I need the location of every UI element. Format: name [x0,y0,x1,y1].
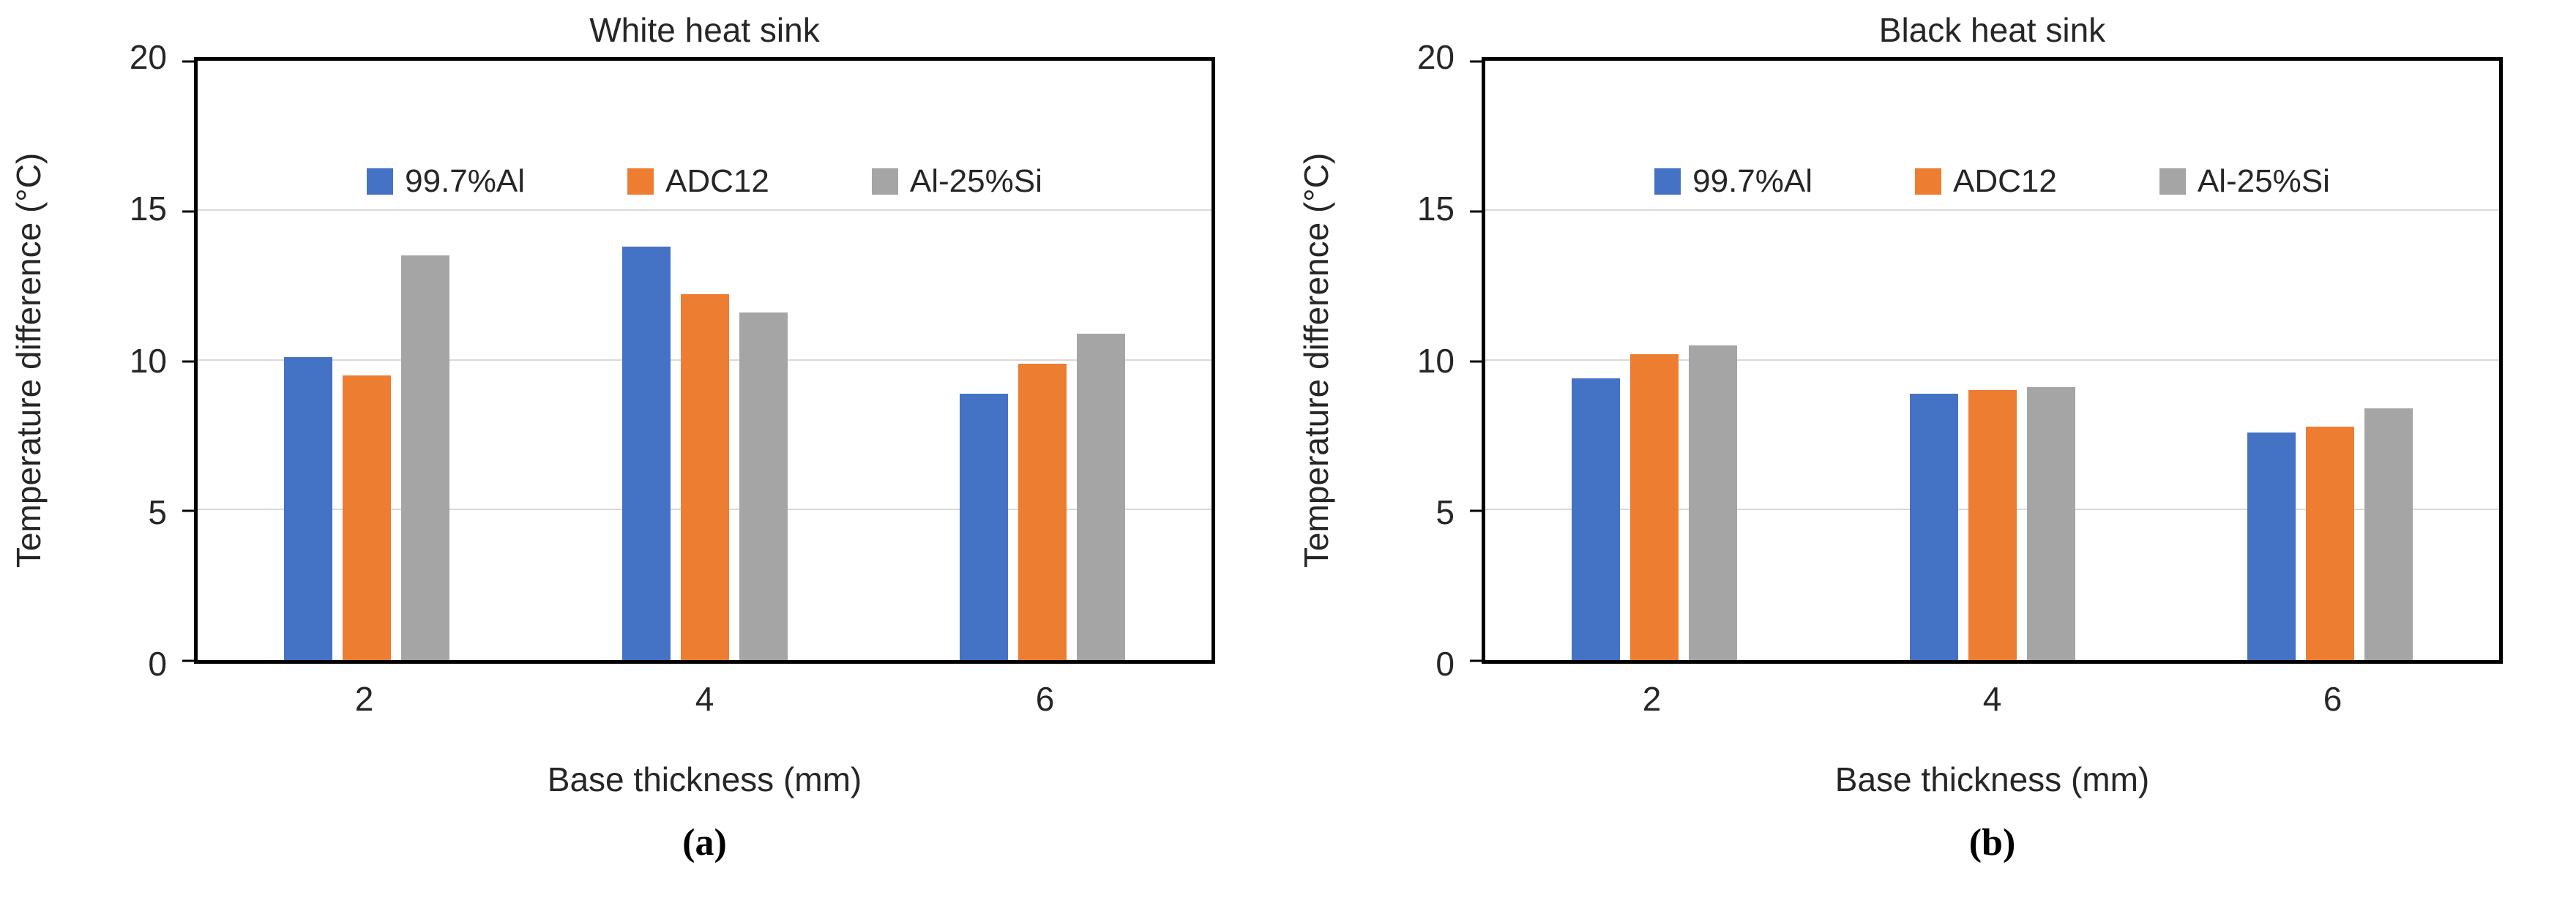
gridline [1485,359,2499,361]
subplot-label: (a) [682,822,727,864]
chart-panel-b: Black heat sink Temperature difference (… [1288,0,2575,906]
y-tickmark [182,60,194,63]
bar-99-7-al-6 [2247,432,2296,660]
chart-title: Black heat sink [1878,11,2106,49]
legend-item-adc12: ADC12 [627,163,769,200]
y-tickmark [182,360,194,362]
bar-99-7-al-4 [1909,393,1958,660]
bar-groups [1485,61,2499,660]
x-tick-label-6: 6 [2323,680,2342,718]
x-tick-label-2: 2 [1642,680,1662,718]
legend-label: ADC12 [1953,163,2057,199]
legend-swatch-al-25-si [871,168,898,195]
y-tick-label: 0 [1436,645,1455,683]
legend-swatch-al-25-si [2159,168,2186,195]
bar-al-25-si-6 [1077,333,1126,660]
x-tick-label-4: 4 [1982,680,2002,718]
legend-item-al-25-si: Al-25%Si [2159,163,2330,200]
legend: 99.7%Al ADC12 Al-25%Si [198,163,1212,200]
bar-al-25-si-4 [739,312,788,660]
y-tickmark [1470,659,1482,662]
y-tickmark [182,509,194,512]
legend-label: 99.7%Al [1692,163,1813,199]
x-tick-label-4: 4 [695,680,714,718]
legend-label: 99.7%Al [405,163,526,199]
bar-99-7-al-2 [283,357,332,660]
bar-groups [198,61,1212,660]
legend-swatch-99-7-al [367,168,394,195]
x-axis-title: Base thickness (mm) [547,760,862,798]
bar-al-25-si-2 [400,255,449,660]
y-tickmark [1470,210,1482,213]
bar-adc12-2 [1629,354,1679,660]
y-axis-title: Temperature difference (°C) [1297,152,1335,569]
legend-item-adc12: ADC12 [1915,163,2057,200]
y-tick-label: 10 [129,341,167,380]
chart-panel-a: White heat sink Temperature difference (… [10,11,1215,864]
y-tickmark [1470,60,1482,63]
chart-title: White heat sink [589,11,820,49]
y-tick-label: 20 [129,38,167,76]
gridline [1485,209,2499,211]
y-axis-ticks: 0 5 10 15 20 [1368,40,1455,681]
x-tick-label-2: 2 [354,680,374,718]
legend-label: Al-25%Si [909,163,1042,199]
y-tick-label: 15 [129,190,167,228]
bar-99-7-al-4 [621,246,671,660]
x-axis-ticks: 2 4 6 [194,679,1215,719]
x-axis-title: Base thickness (mm) [1834,760,2150,798]
legend-item-al-25-si: Al-25%Si [871,163,1042,200]
y-tick-label: 20 [1416,38,1455,76]
bar-group-2 [1485,61,1823,660]
bar-group-4 [1823,61,2162,660]
bar-al-25-si-4 [2026,387,2075,660]
y-tickmark [1470,509,1482,512]
y-tickmark [182,210,194,213]
bar-adc12-6 [2306,426,2355,660]
y-tick-label: 15 [1416,190,1455,228]
y-tickmark [182,659,194,662]
legend-label: Al-25%Si [2197,163,2330,199]
bar-adc12-4 [1968,390,2017,660]
bar-group-2 [198,61,536,660]
y-axis-title: Temperature difference (°C) [10,152,48,569]
y-tickmark [1470,360,1482,362]
legend-item-99-7-al: 99.7%Al [1654,163,1812,200]
legend-label: ADC12 [665,163,769,199]
bar-al-25-si-6 [2364,408,2413,660]
gridline [198,209,1212,211]
bar-adc12-6 [1018,363,1067,660]
legend-swatch-adc12 [627,168,654,195]
bar-group-6 [873,61,1212,660]
bar-al-25-si-2 [1688,345,1737,660]
y-tick-label: 0 [148,645,167,683]
bar-group-6 [2161,61,2499,660]
y-axis-ticks: 0 5 10 15 20 [81,40,167,681]
legend: 99.7%Al ADC12 Al-25%Si [1485,163,2499,200]
plot-area: 99.7%Al ADC12 Al-25%Si [182,57,1215,664]
bar-adc12-2 [342,375,391,660]
x-axis-ticks: 2 4 6 [1482,679,2503,719]
y-tick-label: 5 [148,493,167,531]
bar-99-7-al-6 [960,393,1009,660]
plot-area: 99.7%Al ADC12 Al-25%Si [1470,57,2503,664]
legend-swatch-99-7-al [1654,168,1681,195]
subplot-label: (b) [1968,822,2016,864]
x-tick-label-6: 6 [1035,680,1055,718]
legend-item-99-7-al: 99.7%Al [367,163,525,200]
bar-adc12-4 [680,294,729,660]
y-tick-label: 5 [1436,493,1455,531]
bar-group-4 [536,61,874,660]
bar-99-7-al-2 [1571,378,1620,660]
y-tick-label: 10 [1416,341,1455,380]
legend-swatch-adc12 [1915,168,1942,195]
